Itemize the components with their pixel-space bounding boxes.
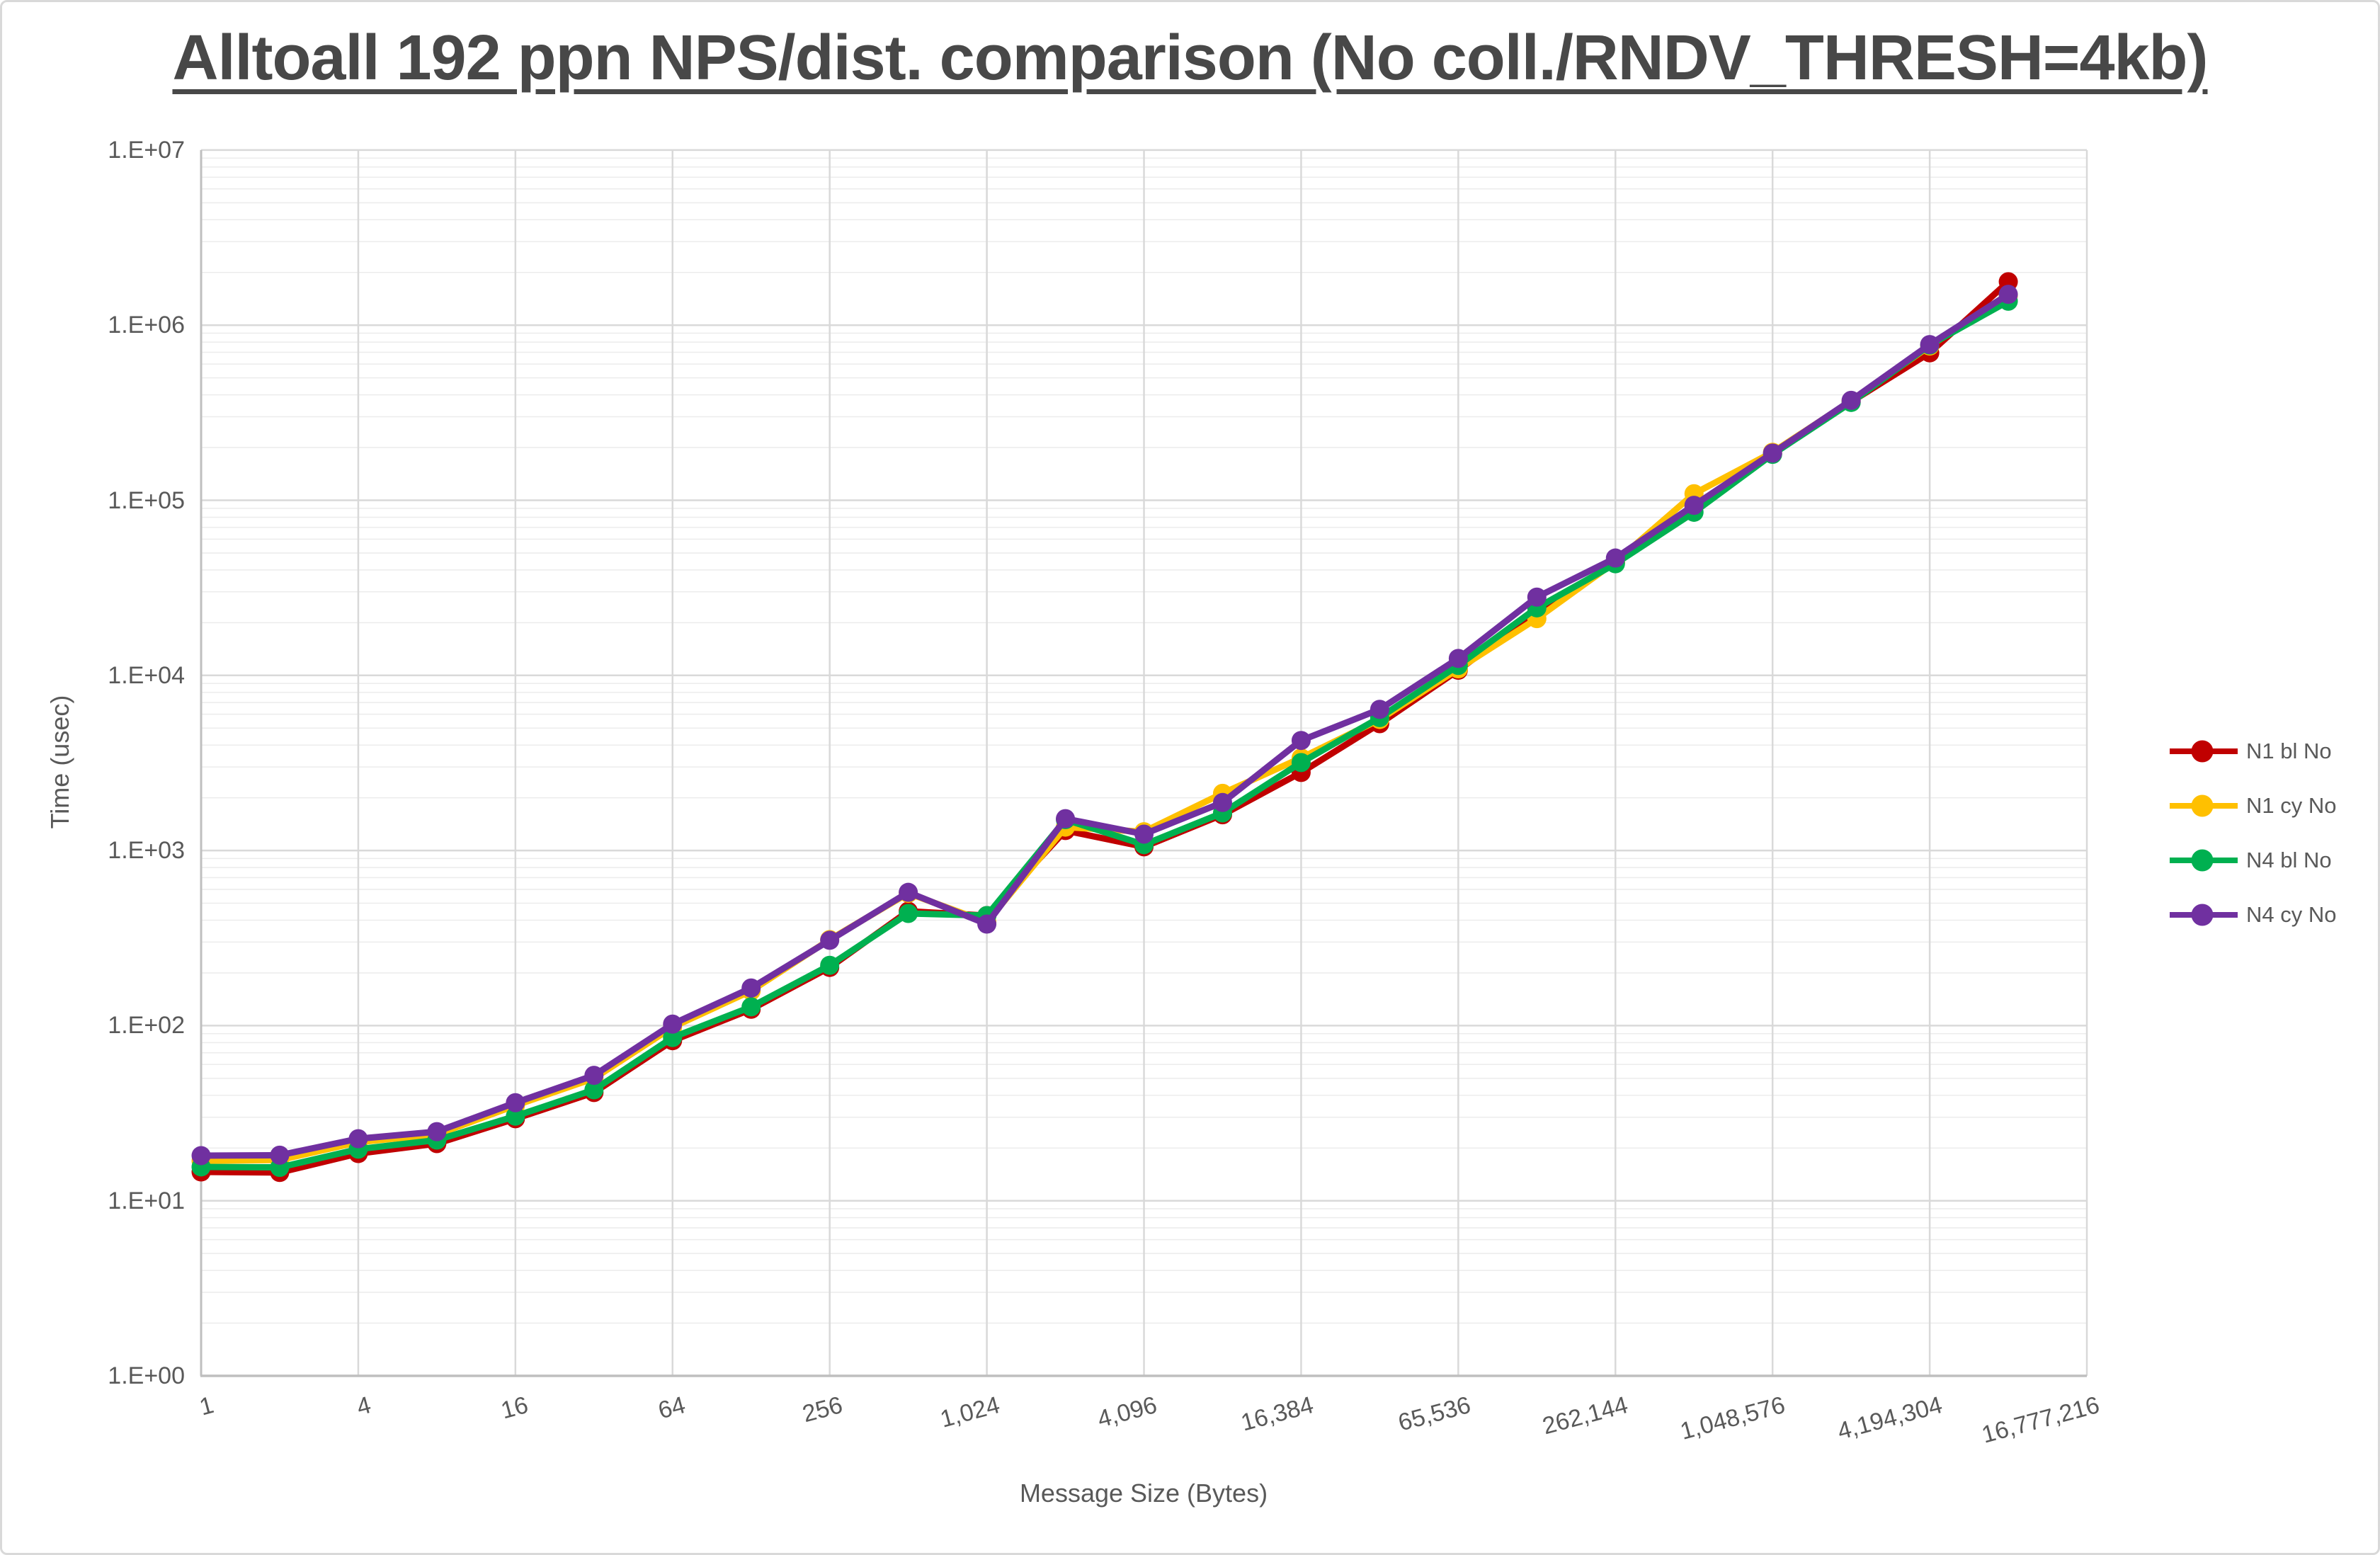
y-tick-label: 1.E+00: [108, 1362, 185, 1389]
y-tick-label: 1.E+07: [108, 136, 185, 164]
data-point-marker-N4-cy-No: [270, 1145, 290, 1165]
data-point-marker-N4-cy-No: [977, 914, 997, 934]
data-point-marker-N4-cy-No: [1212, 792, 1232, 812]
data-point-marker-N4-cy-No: [191, 1146, 211, 1166]
data-point-marker-N4-bl-No: [820, 955, 840, 975]
legend-item-N4-cy-No: N4 cy No: [2168, 901, 2336, 929]
data-point-marker-N4-cy-No: [820, 930, 840, 950]
series-line-N4-bl-No: [198, 297, 2012, 1171]
data-point-marker-N4-cy-No: [1291, 731, 1311, 751]
data-point-marker-N4-cy-No: [1998, 285, 2018, 304]
data-point-marker-N4-cy-No: [1134, 824, 1154, 844]
data-point-marker-N4-cy-No: [1920, 335, 1940, 355]
legend-item-N1-cy-No: N1 cy No: [2168, 792, 2336, 820]
legend-item-N4-bl-No: N4 bl No: [2168, 846, 2332, 875]
y-tick-label: 1.E+06: [108, 312, 185, 339]
legend-label: N4 cy No: [2246, 902, 2337, 927]
legend-swatch: [2170, 740, 2238, 763]
data-point-marker-N4-cy-No: [1370, 700, 1389, 719]
legend: N1 bl No N1 cy No N4 bl No N4 cy No: [2165, 2, 2378, 1553]
data-point-marker-N4-cy-No: [1605, 548, 1625, 568]
chart-title: Alltoall 192 ppn NPS/dist. comparison (N…: [172, 23, 2208, 93]
data-point-marker-N4-cy-No: [1841, 390, 1861, 410]
data-point-marker-N4-cy-No: [1763, 443, 1782, 463]
data-point-marker-N4-cy-No: [348, 1129, 368, 1149]
legend-marker: [2191, 740, 2214, 763]
data-point-marker-N4-cy-No: [584, 1066, 604, 1086]
data-point-marker-N4-bl-No: [899, 904, 918, 923]
y-tick-label: 1.E+01: [108, 1187, 185, 1214]
legend-label: N1 cy No: [2246, 793, 2337, 818]
data-point-marker-N4-bl-No: [584, 1080, 604, 1100]
y-axis-title: Time (usec): [45, 695, 74, 829]
data-point-marker-N4-bl-No: [506, 1106, 525, 1126]
legend-marker: [2191, 849, 2214, 872]
data-point-marker-N4-bl-No: [741, 997, 761, 1017]
data-point-marker-N4-cy-No: [899, 882, 918, 902]
data-point-marker-N4-cy-No: [1684, 496, 1704, 516]
data-point-marker-N4-cy-No: [1056, 809, 1076, 828]
data-point-marker-N4-cy-No: [741, 978, 761, 998]
y-tick-label: 1.E+03: [108, 837, 185, 865]
data-point-marker-N4-cy-No: [427, 1122, 447, 1141]
data-point-marker-N4-cy-No: [663, 1014, 683, 1034]
y-tick-label: 1.E+04: [108, 661, 185, 689]
legend-swatch: [2170, 849, 2238, 872]
y-tick-label: 1.E+02: [108, 1012, 185, 1039]
data-point-marker-N4-cy-No: [1448, 649, 1468, 668]
data-point-marker-N4-cy-No: [1527, 587, 1547, 607]
legend-item-N1-bl-No: N1 bl No: [2168, 737, 2332, 765]
x-axis-title: Message Size (Bytes): [1019, 1479, 1268, 1508]
data-point-marker-N4-bl-No: [663, 1027, 683, 1047]
series-line-N1-bl-No: [198, 278, 2012, 1176]
legend-label: N4 bl No: [2246, 848, 2332, 872]
legend-swatch: [2170, 794, 2238, 817]
data-point-marker-N4-bl-No: [1291, 753, 1311, 773]
legend-label: N1 bl No: [2246, 739, 2332, 763]
y-tick-label: 1.E+05: [108, 486, 185, 514]
legend-swatch: [2170, 904, 2238, 926]
legend-marker: [2191, 904, 2214, 926]
series-line-N4-cy-No: [198, 291, 2012, 1159]
legend-marker: [2191, 794, 2214, 817]
data-point-marker-N4-cy-No: [506, 1093, 525, 1112]
